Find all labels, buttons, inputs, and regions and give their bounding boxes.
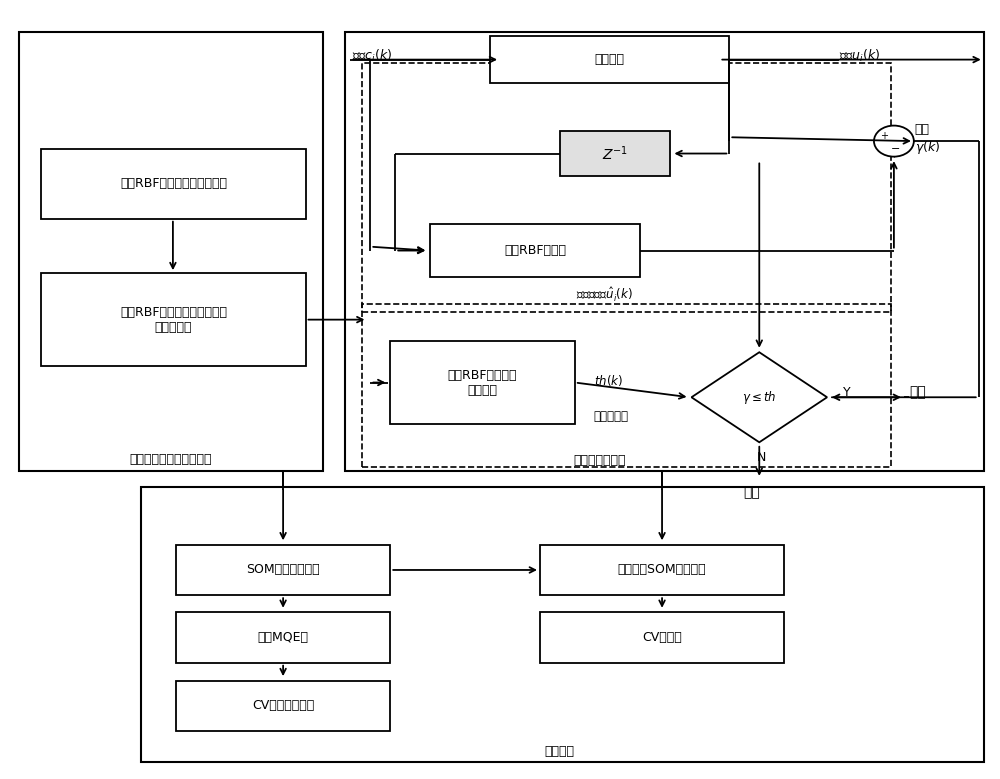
Text: 二级RBF自适应阈值产生器的
建立与训练: 二级RBF自适应阈值产生器的 建立与训练 xyxy=(120,305,227,333)
Polygon shape xyxy=(691,352,827,442)
Text: $Z^{-1}$: $Z^{-1}$ xyxy=(602,144,628,163)
Bar xyxy=(41,149,306,219)
Text: 检测系统: 检测系统 xyxy=(595,53,625,66)
Text: 故障检测与隔离: 故障检测与隔离 xyxy=(573,454,626,467)
Text: 残差: 残差 xyxy=(915,123,930,136)
Bar xyxy=(560,131,670,176)
Text: 二级RBF自适应阈
值产生器: 二级RBF自适应阈 值产生器 xyxy=(448,368,517,397)
Text: Y: Y xyxy=(843,386,851,399)
Text: N: N xyxy=(757,451,766,464)
Text: 故障: 故障 xyxy=(743,485,760,499)
Text: 自适应阈值: 自适应阈值 xyxy=(594,411,629,423)
Text: CV值表征健康度: CV值表征健康度 xyxy=(252,700,314,712)
Bar xyxy=(176,612,390,663)
Text: 估计输出值$\hat{u}_i(k)$: 估计输出值$\hat{u}_i(k)$ xyxy=(576,286,633,304)
Bar xyxy=(19,33,323,471)
Bar xyxy=(390,340,575,425)
Bar xyxy=(490,37,729,83)
Bar xyxy=(362,63,891,312)
Text: 正常: 正常 xyxy=(909,386,926,400)
Text: +: + xyxy=(880,132,888,142)
Text: $th(k)$: $th(k)$ xyxy=(594,372,623,388)
Bar xyxy=(176,681,390,731)
Bar xyxy=(362,304,891,467)
Text: CV值曲线: CV值曲线 xyxy=(642,631,682,644)
Bar xyxy=(430,224,640,277)
Text: −: − xyxy=(891,144,901,154)
Text: 输出$u_i(k)$: 输出$u_i(k)$ xyxy=(839,48,881,64)
Text: 得到MQE值: 得到MQE值 xyxy=(258,631,309,644)
Text: $\gamma \leq th$: $\gamma \leq th$ xyxy=(742,389,777,406)
Circle shape xyxy=(874,125,914,157)
Bar xyxy=(345,33,984,471)
Bar xyxy=(176,545,390,595)
Bar xyxy=(41,273,306,366)
Text: 输入$c_i(k)$: 输入$c_i(k)$ xyxy=(352,48,393,64)
Text: 一级RBF观测器: 一级RBF观测器 xyxy=(504,244,566,257)
Text: 多级观测器的建立与训练: 多级观测器的建立与训练 xyxy=(130,453,212,466)
Text: 健康评估: 健康评估 xyxy=(545,746,575,759)
Text: 训练好的SOM神经网络: 训练好的SOM神经网络 xyxy=(618,563,706,576)
Text: $\gamma(k)$: $\gamma(k)$ xyxy=(915,139,940,156)
Bar xyxy=(540,612,784,663)
Bar xyxy=(540,545,784,595)
Text: 一级RBF观测器的建立与训练: 一级RBF观测器的建立与训练 xyxy=(120,178,227,190)
Bar xyxy=(141,487,984,762)
Text: SOM神经网络训练: SOM神经网络训练 xyxy=(246,563,320,576)
